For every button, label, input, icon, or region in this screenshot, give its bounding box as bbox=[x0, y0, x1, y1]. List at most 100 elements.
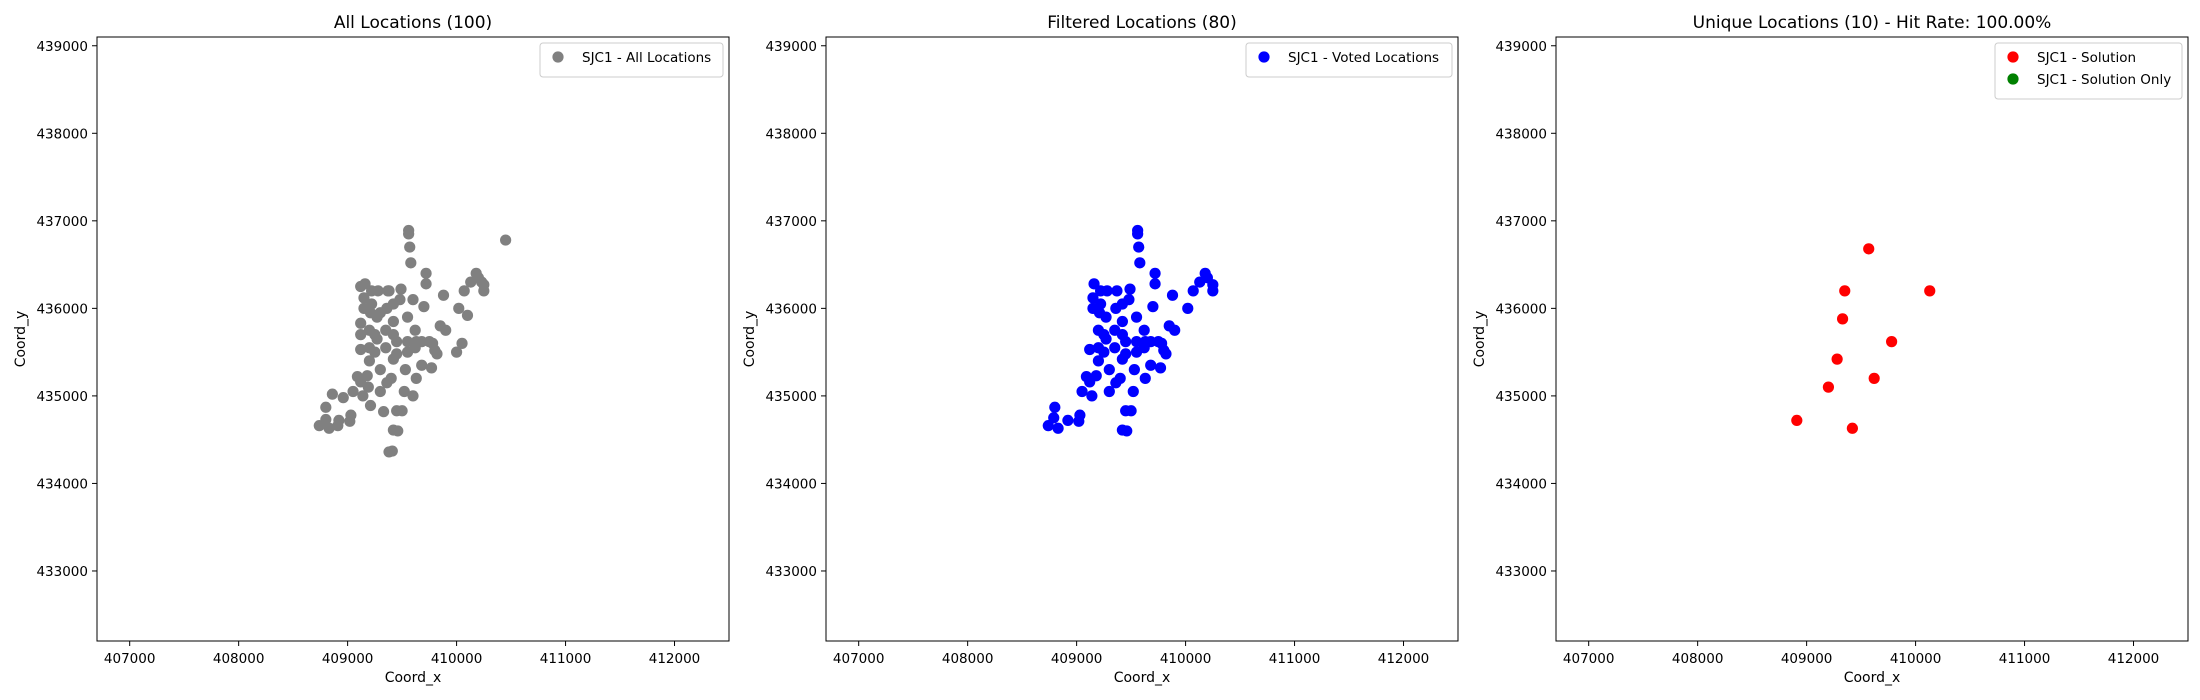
data-point bbox=[1103, 364, 1115, 376]
x-tick-label: 409000 bbox=[1051, 651, 1103, 667]
y-tick-label: 435000 bbox=[1495, 389, 1547, 405]
data-point bbox=[416, 359, 428, 371]
data-point bbox=[1839, 285, 1851, 297]
data-point bbox=[1149, 267, 1161, 279]
data-point bbox=[361, 370, 373, 382]
data-point bbox=[1127, 385, 1139, 398]
data-point bbox=[1098, 346, 1110, 358]
data-point bbox=[1103, 385, 1115, 398]
y-tick-label: 433000 bbox=[36, 564, 88, 580]
y-tick-label: 438000 bbox=[36, 126, 88, 142]
data-point bbox=[453, 302, 465, 314]
data-point bbox=[1062, 414, 1074, 427]
data-point bbox=[418, 301, 430, 313]
data-point bbox=[403, 224, 415, 237]
data-point bbox=[396, 405, 408, 417]
y-tick-label: 434000 bbox=[36, 476, 88, 492]
y-tick-label: 439000 bbox=[1495, 39, 1547, 55]
data-point bbox=[440, 324, 452, 336]
data-point bbox=[320, 413, 332, 426]
x-tick-label: 410000 bbox=[1890, 651, 1942, 667]
data-point bbox=[1836, 313, 1849, 325]
legend-marker bbox=[1258, 51, 1270, 63]
legend: SJC1 - Solution SJC1 - Solution Only bbox=[1994, 42, 2183, 100]
data-point bbox=[431, 348, 443, 360]
data-point bbox=[385, 372, 397, 384]
data-point bbox=[369, 329, 381, 341]
data-point bbox=[358, 292, 370, 304]
data-point bbox=[365, 298, 378, 310]
data-point bbox=[478, 285, 490, 297]
x-tick-label: 411000 bbox=[1269, 651, 1321, 667]
data-point bbox=[407, 390, 419, 402]
data-point bbox=[1124, 283, 1136, 295]
data-point bbox=[380, 342, 392, 354]
data-point bbox=[359, 278, 371, 290]
x-tick-label: 409000 bbox=[322, 651, 374, 667]
data-point bbox=[357, 390, 369, 402]
series-1 bbox=[1791, 243, 1936, 434]
y-axis-label: Coord_y bbox=[1472, 311, 1488, 368]
data-point bbox=[392, 425, 404, 437]
data-point bbox=[1111, 285, 1123, 297]
data-point bbox=[1133, 241, 1145, 253]
y-tick-label: 439000 bbox=[765, 39, 817, 55]
legend-marker bbox=[2007, 51, 2019, 63]
data-point bbox=[1149, 278, 1161, 290]
subplot-1: All Locations (100) 407000 408000 409000 410… bbox=[13, 13, 730, 686]
data-point bbox=[387, 315, 399, 328]
data-point bbox=[1130, 336, 1143, 348]
x-tick-label: 407000 bbox=[1563, 651, 1615, 667]
x-tick-label: 410000 bbox=[431, 651, 483, 667]
data-point bbox=[401, 311, 414, 323]
data-point bbox=[1166, 289, 1179, 301]
data-point bbox=[1187, 285, 1199, 297]
data-point bbox=[405, 257, 417, 269]
data-point bbox=[420, 278, 432, 290]
data-point bbox=[374, 364, 386, 376]
data-point bbox=[355, 317, 367, 329]
legend-marker bbox=[552, 51, 564, 63]
data-point bbox=[1048, 412, 1060, 424]
y-tick-label: 433000 bbox=[1495, 564, 1547, 580]
data-point bbox=[1123, 294, 1135, 306]
x-tick-label: 407000 bbox=[104, 651, 156, 667]
data-point bbox=[1886, 336, 1898, 348]
y-tick-label: 434000 bbox=[765, 476, 817, 492]
data-point bbox=[1101, 285, 1113, 297]
x-axis-label: Coord_x bbox=[1844, 670, 1901, 686]
y-axis-label: Coord_y bbox=[13, 311, 29, 368]
data-point bbox=[345, 409, 357, 421]
y-tick-label: 437000 bbox=[765, 214, 817, 230]
data-point bbox=[1130, 311, 1143, 323]
x-tick-label: 408000 bbox=[942, 651, 994, 667]
legend-marker bbox=[2007, 73, 2019, 85]
data-point bbox=[1074, 409, 1086, 421]
x-tick-label: 407000 bbox=[833, 651, 885, 667]
y-tick-label: 434000 bbox=[1495, 476, 1547, 492]
subplot-2: Filtered Locations (80) 407000 408000 40900… bbox=[742, 13, 1459, 686]
data-point bbox=[1169, 324, 1181, 336]
y-tick-label: 435000 bbox=[765, 389, 817, 405]
data-point bbox=[1207, 285, 1219, 297]
data-point bbox=[377, 406, 390, 418]
data-point bbox=[407, 294, 419, 306]
data-point bbox=[1087, 292, 1099, 304]
y-tick-label: 439000 bbox=[36, 39, 88, 55]
legend-label: SJC1 - Voted Locations bbox=[1288, 50, 1439, 66]
data-point bbox=[1098, 329, 1110, 341]
data-point bbox=[391, 348, 403, 360]
data-point bbox=[404, 241, 416, 253]
subplot-3: Unique Locations (10) - Hit Rate: 100.00… bbox=[1472, 13, 2189, 686]
x-tick-label: 408000 bbox=[1672, 651, 1724, 667]
data-point bbox=[1139, 372, 1151, 384]
y-tick-label: 438000 bbox=[1495, 126, 1547, 142]
data-point bbox=[420, 267, 432, 279]
y-tick-label: 436000 bbox=[1495, 301, 1547, 317]
legend-label: SJC1 - All Locations bbox=[582, 50, 711, 66]
data-point bbox=[1090, 370, 1102, 382]
y-tick-label: 436000 bbox=[765, 301, 817, 317]
y-tick-label: 433000 bbox=[765, 564, 817, 580]
x-axis-label: Coord_x bbox=[385, 670, 442, 686]
